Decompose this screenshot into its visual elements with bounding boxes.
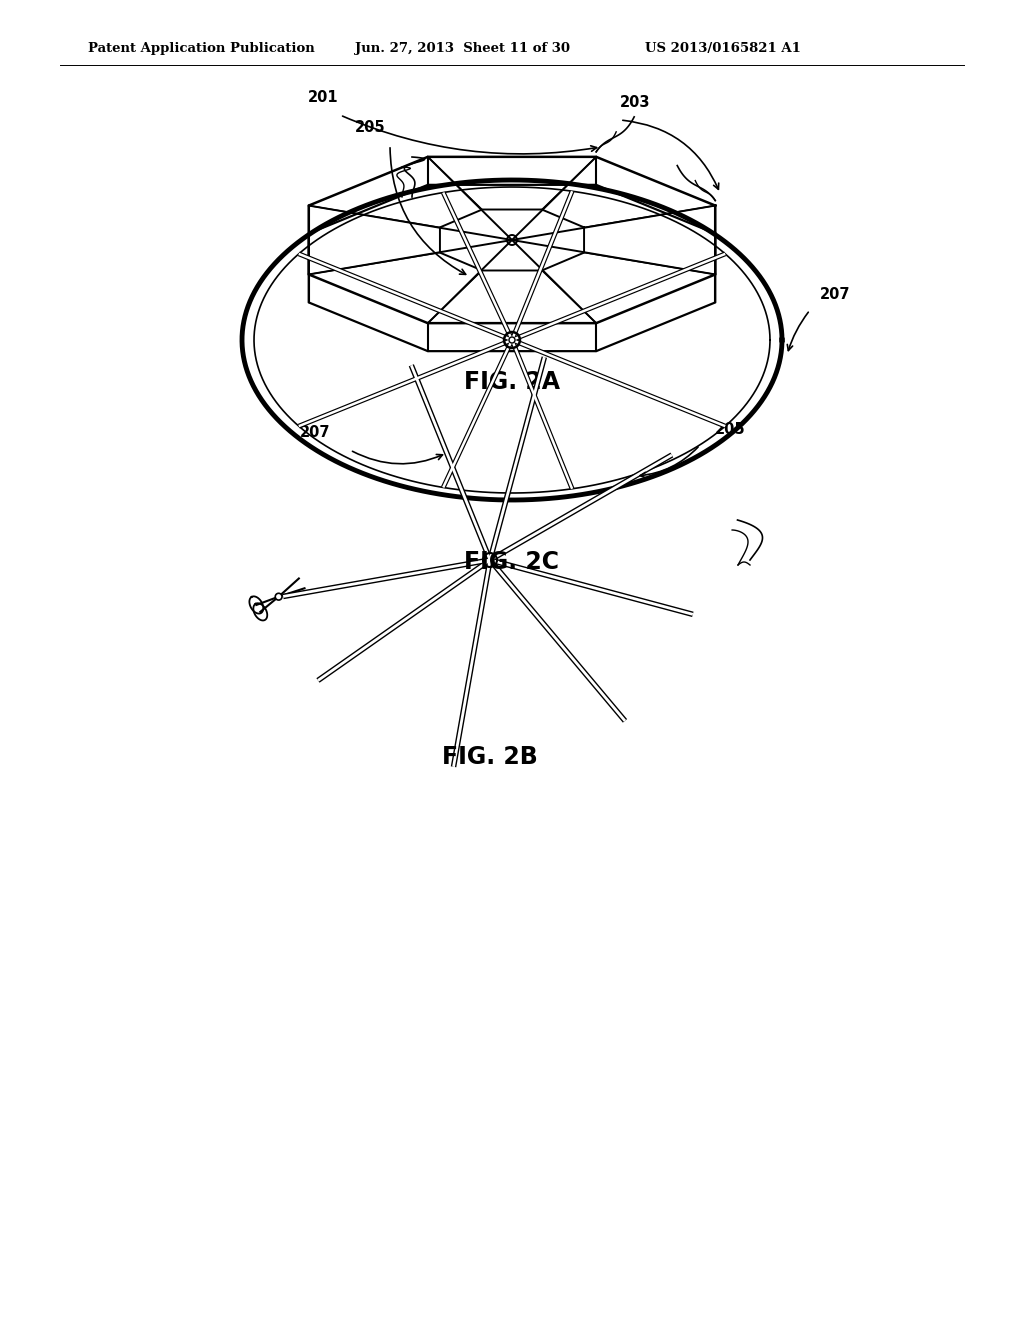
Text: 201: 201 — [308, 90, 339, 106]
Text: 205: 205 — [715, 422, 745, 437]
Text: Jun. 27, 2013  Sheet 11 of 30: Jun. 27, 2013 Sheet 11 of 30 — [355, 42, 570, 55]
Text: FIG. 2A: FIG. 2A — [464, 370, 560, 393]
Text: 207: 207 — [300, 425, 331, 440]
Text: FIG. 2B: FIG. 2B — [442, 744, 538, 770]
Circle shape — [275, 593, 282, 601]
Text: FIG. 2C: FIG. 2C — [465, 550, 559, 574]
Text: 205: 205 — [355, 120, 386, 135]
Text: 207: 207 — [820, 286, 851, 302]
Text: US 2013/0165821 A1: US 2013/0165821 A1 — [645, 42, 801, 55]
Text: 203: 203 — [620, 95, 650, 110]
Text: Patent Application Publication: Patent Application Publication — [88, 42, 314, 55]
Circle shape — [509, 337, 515, 343]
